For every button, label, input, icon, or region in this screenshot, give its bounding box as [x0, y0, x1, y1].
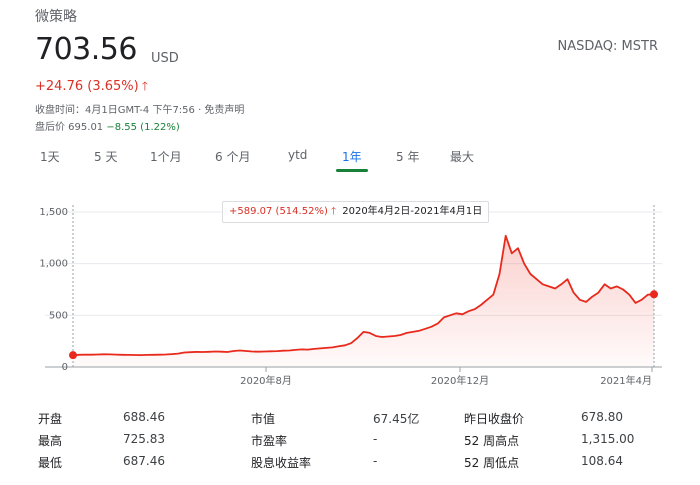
end-point[interactable] — [650, 290, 658, 299]
y-axis-labels: 1,500 1,000 500 0 — [39, 207, 68, 373]
y-tick-label: 1,000 — [39, 259, 68, 270]
after-hours-change: −8.55 (1.22%) — [106, 122, 180, 133]
y-tick-label: 1,500 — [39, 207, 68, 218]
after-hours-price: 盘后价 695.01 −8.55 (1.22%) — [35, 118, 180, 133]
tab-5-days[interactable]: 5 天 — [94, 150, 118, 164]
range-change-value: +589.07 (514.52%) 🡑 — [229, 206, 337, 217]
arrow-up-icon: 🡑 — [141, 79, 148, 93]
tab-5-years[interactable]: 5 年 — [396, 150, 420, 164]
x-tick-label: 2020年8月 — [240, 374, 292, 387]
tab-max[interactable]: 最大 — [450, 150, 475, 164]
stats-row: 开盘 688.46 市值 67.45亿 昨日收盘价 678.80 — [38, 410, 668, 432]
start-point — [69, 351, 77, 360]
tab-1-year[interactable]: 1年 — [336, 150, 368, 172]
stats-row: 最低 687.46 股息收益率 - 52 周低点 108.64 — [38, 454, 668, 476]
tab-6-months[interactable]: 6 个月 — [215, 150, 251, 164]
stat-label-prev-close: 昨日收盘价 — [464, 412, 525, 426]
stat-label-dividend-yield: 股息收益率 — [251, 456, 312, 470]
y-tick-label: 0 — [62, 362, 68, 373]
stock-price: 703.56 — [35, 32, 137, 67]
stat-label-low: 最低 — [38, 456, 63, 470]
stat-value-open: 688.46 — [123, 410, 165, 424]
stat-label-open: 开盘 — [38, 412, 63, 426]
after-hours-label: 盘后价 695.01 — [35, 122, 107, 133]
stat-value-pe-ratio: - — [373, 432, 378, 446]
stat-value-prev-close: 678.80 — [581, 410, 623, 424]
price-change: +24.76 (3.65%) 🡑 — [35, 77, 148, 98]
tab-ytd[interactable]: ytd — [288, 148, 308, 162]
price-chart[interactable]: 1,500 1,000 500 0 2020年8月 2020年12月 2021年4月 — [0, 190, 700, 395]
stat-label-52w-high: 52 周高点 — [464, 434, 520, 448]
x-axis-labels: 2020年8月 2020年12月 2021年4月 — [240, 367, 653, 387]
stat-label-high: 最高 — [38, 434, 63, 448]
tab-1-month[interactable]: 1个月 — [150, 150, 182, 164]
price-change-value: +24.76 (3.65%) — [35, 79, 139, 94]
stats-row: 最高 725.83 市盈率 - 52 周高点 1,315.00 — [38, 432, 668, 454]
close-time[interactable]: 收盘时间：4月1日GMT-4 下午7:56 · 免责声明 — [35, 105, 245, 116]
stat-label-pe-ratio: 市盈率 — [251, 434, 288, 448]
stat-value-low: 687.46 — [123, 454, 165, 468]
range-change-tooltip: +589.07 (514.52%) 🡑 2020年4月2日-2021年4月1日 — [222, 201, 490, 223]
price-area-fill — [73, 235, 654, 367]
stat-value-market-cap: 67.45亿 — [373, 412, 420, 426]
stat-value-dividend-yield: - — [373, 454, 378, 468]
tab-1-day[interactable]: 1天 — [40, 150, 60, 164]
x-tick-label: 2021年4月 — [600, 374, 652, 387]
y-tick-label: 500 — [49, 310, 68, 321]
x-tick-label: 2020年12月 — [431, 374, 489, 387]
stat-value-52w-high: 1,315.00 — [581, 432, 635, 446]
stat-value-52w-low: 108.64 — [581, 454, 623, 468]
stat-label-market-cap: 市值 — [251, 412, 276, 426]
company-name: 微策略 — [35, 9, 77, 25]
stat-label-52w-low: 52 周低点 — [464, 456, 520, 470]
stat-value-high: 725.83 — [123, 432, 165, 446]
price-line[interactable] — [72, 234, 655, 357]
range-dates: 2020年4月2日-2021年4月1日 — [342, 206, 483, 217]
exchange-ticker[interactable]: NASDAQ: MSTR — [557, 39, 658, 54]
currency-label: USD — [151, 51, 179, 66]
